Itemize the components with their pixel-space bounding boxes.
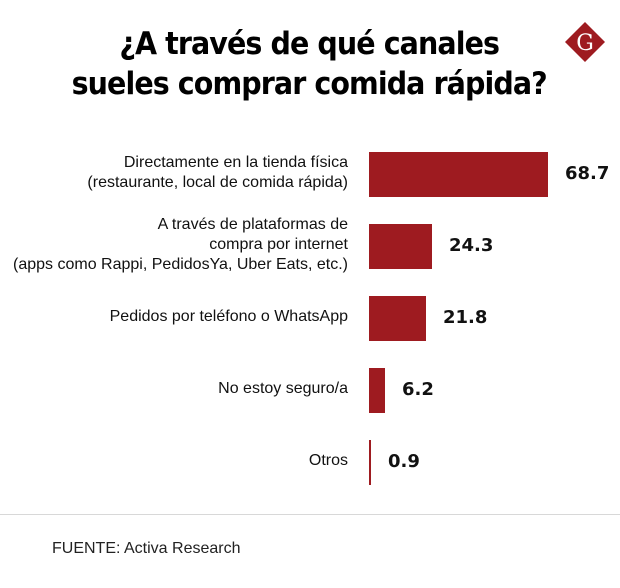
bar — [369, 152, 548, 197]
data-label: 0.9 — [388, 450, 420, 472]
data-label: 21.8 — [443, 306, 488, 328]
category-label-line: No estoy seguro/a — [218, 379, 348, 397]
logo-diamond — [565, 22, 605, 62]
category-label-line: (restaurante, local de comida rápida) — [87, 173, 348, 191]
bar — [369, 296, 426, 341]
category-label-line: A través de plataformas de — [157, 215, 348, 233]
title-line-2: sueles comprar comida rápida? — [71, 66, 548, 102]
category-label: A través de plataformas de compra por int… — [13, 215, 348, 275]
category-label-line: Directamente en la tienda física — [123, 153, 348, 171]
brand-logo-icon: G — [565, 22, 605, 62]
category-label-line: Otros — [308, 451, 348, 469]
source-note: FUENTE: Activa Research — [52, 540, 241, 557]
bar — [369, 440, 371, 485]
chart-title: ¿A través de qué canales sueles comprar … — [24, 24, 594, 104]
bar — [369, 224, 432, 269]
footer-divider — [0, 514, 620, 515]
data-label: 6.2 — [402, 378, 434, 400]
category-label: Pedidos por teléfono o WhatsApp — [110, 307, 348, 327]
bar — [369, 368, 385, 413]
category-label-line: Pedidos por teléfono o WhatsApp — [109, 307, 348, 325]
data-label: 68.7 — [565, 162, 610, 184]
category-label-line: (apps como Rappi, PedidosYa, Uber Eats, … — [13, 255, 348, 273]
category-label-line: compra por internet — [209, 235, 348, 253]
title-line-1: ¿A través de qué canales — [119, 26, 500, 62]
category-label: Otros — [309, 451, 348, 471]
data-label: 24.3 — [449, 234, 494, 256]
bar-chart: 68.7 Directamente en la tienda física (res… — [13, 152, 610, 485]
category-label: No estoy seguro/a — [218, 379, 348, 399]
logo-letter: G — [576, 31, 594, 56]
category-label: Directamente en la tienda física (restaur… — [87, 153, 348, 193]
